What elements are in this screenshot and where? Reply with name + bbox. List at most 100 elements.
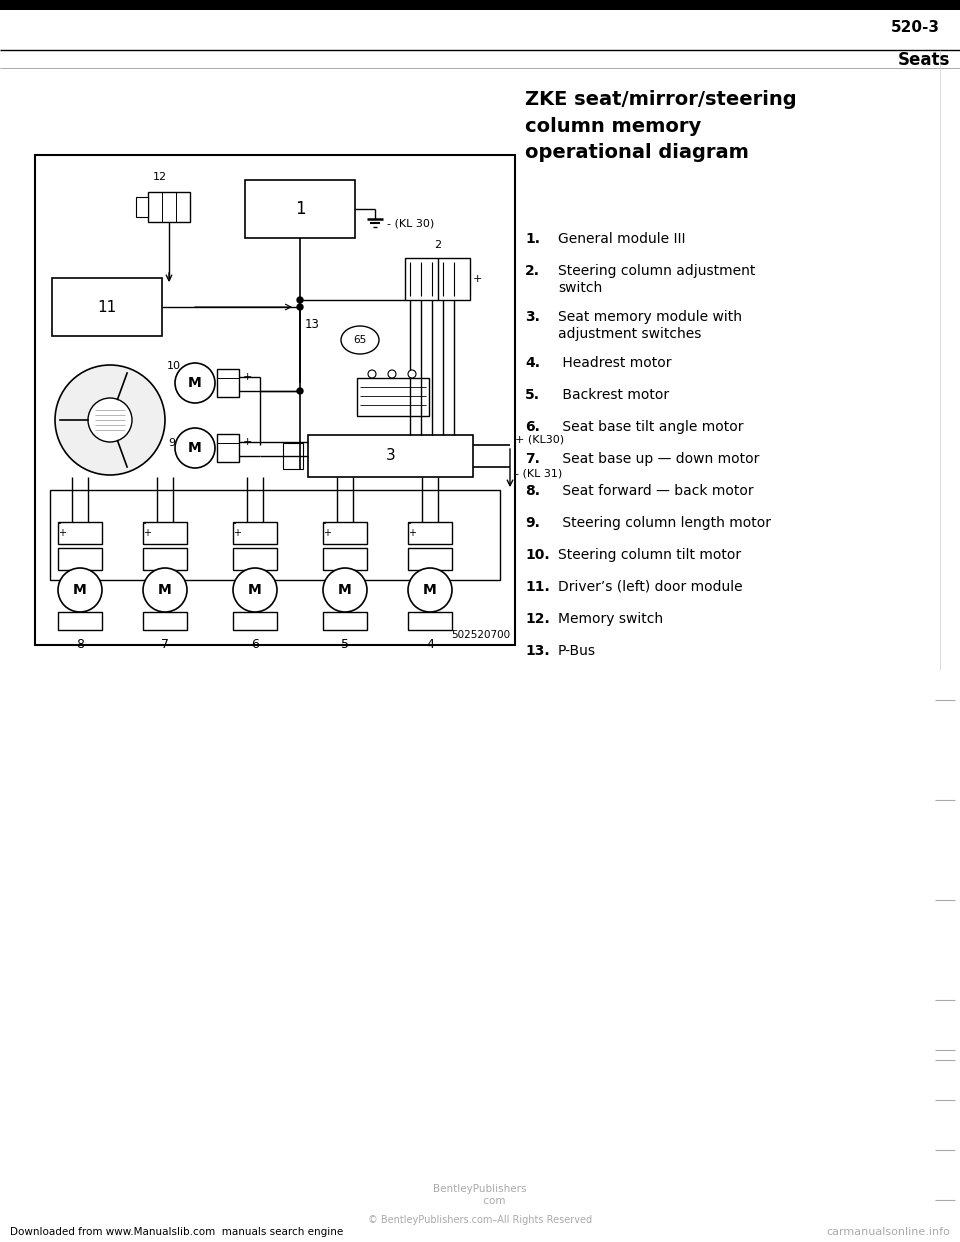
Text: 520-3: 520-3 [891, 21, 940, 36]
Text: Steering column length motor: Steering column length motor [558, 515, 771, 530]
Text: - (KL 31): - (KL 31) [515, 468, 563, 478]
Bar [233, 522, 277, 544]
Text: 3.: 3. [525, 310, 540, 324]
Bar [35, 155, 515, 645]
Circle shape [408, 370, 416, 378]
Bar [58, 522, 102, 544]
Circle shape [58, 568, 102, 612]
Text: Steering column tilt motor: Steering column tilt motor [558, 548, 741, 561]
Circle shape [388, 370, 396, 378]
Bar [58, 548, 102, 570]
Text: M: M [423, 582, 437, 597]
Circle shape [297, 304, 303, 310]
Text: Downloaded from www.Manualslib.com  manuals search engine: Downloaded from www.Manualslib.com manua… [10, 1227, 344, 1237]
Text: +: + [58, 528, 66, 538]
Text: -: - [243, 451, 247, 461]
Text: -: - [243, 386, 247, 396]
Circle shape [297, 388, 303, 394]
Text: Steering column adjustment
switch: Steering column adjustment switch [558, 265, 756, 294]
Text: Seat forward — back motor: Seat forward — back motor [558, 484, 754, 498]
Text: 502520700: 502520700 [451, 630, 510, 640]
Bar [283, 443, 303, 469]
Text: 7.: 7. [525, 452, 540, 466]
Text: 4: 4 [426, 638, 434, 651]
Text: ZKE seat/mirror/steering
column memory
operational diagram: ZKE seat/mirror/steering column memory o… [525, 89, 797, 161]
Text: 65: 65 [353, 335, 367, 345]
Bar [0, 0, 960, 10]
Bar [217, 433, 239, 462]
Text: 3: 3 [386, 448, 396, 463]
Text: 11.: 11. [525, 580, 550, 594]
Bar [143, 612, 187, 630]
Circle shape [368, 370, 376, 378]
Text: - (KL 30): - (KL 30) [387, 219, 434, 229]
Bar [136, 197, 148, 217]
Text: 4.: 4. [525, 356, 540, 370]
Bar [233, 548, 277, 570]
Text: -: - [58, 518, 61, 528]
Bar [58, 612, 102, 630]
Bar [357, 378, 429, 416]
Text: M: M [338, 582, 352, 597]
Bar [143, 548, 187, 570]
Bar [323, 522, 367, 544]
Text: 10: 10 [167, 361, 181, 371]
Bar [408, 522, 452, 544]
Text: 1: 1 [295, 200, 305, 219]
Text: 6.: 6. [525, 420, 540, 433]
Bar [323, 548, 367, 570]
Text: 6: 6 [252, 638, 259, 651]
Circle shape [408, 568, 452, 612]
Text: -: - [143, 518, 147, 528]
Text: 13: 13 [305, 318, 320, 332]
Text: 12: 12 [153, 171, 167, 183]
Bar [323, 612, 367, 630]
Bar [245, 180, 355, 238]
Text: Driver’s (left) door module: Driver’s (left) door module [558, 580, 743, 594]
Text: 13.: 13. [525, 645, 550, 658]
Text: Headrest motor: Headrest motor [558, 356, 671, 370]
Text: 9.: 9. [525, 515, 540, 530]
Text: +: + [143, 528, 151, 538]
Text: 12.: 12. [525, 612, 550, 626]
Circle shape [88, 397, 132, 442]
Text: + (KL30): + (KL30) [515, 435, 564, 445]
Text: +: + [243, 373, 252, 383]
Text: 5.: 5. [525, 388, 540, 402]
Text: +: + [233, 528, 241, 538]
Bar [408, 612, 452, 630]
Text: Backrest motor: Backrest motor [558, 388, 669, 402]
Text: +: + [473, 274, 482, 284]
Circle shape [55, 365, 165, 474]
Text: 7: 7 [161, 638, 169, 651]
Text: 2.: 2. [525, 265, 540, 278]
Bar [308, 435, 473, 477]
Text: 2: 2 [434, 240, 441, 250]
Circle shape [175, 428, 215, 468]
Text: P-Bus: P-Bus [558, 645, 596, 658]
Bar [217, 369, 239, 397]
Circle shape [175, 363, 215, 402]
Circle shape [323, 568, 367, 612]
Text: 8: 8 [76, 638, 84, 651]
Text: -: - [323, 518, 326, 528]
Text: M: M [188, 376, 202, 390]
Text: carmanualsonline.info: carmanualsonline.info [827, 1227, 950, 1237]
Bar [143, 522, 187, 544]
Bar [408, 548, 452, 570]
Text: General module III: General module III [558, 232, 685, 246]
Bar [148, 193, 190, 222]
Ellipse shape [341, 325, 379, 354]
Text: M: M [73, 582, 86, 597]
Text: +: + [323, 528, 331, 538]
Text: 11: 11 [97, 299, 116, 314]
Bar [52, 278, 162, 337]
Text: © BentleyPublishers.com–All Rights Reserved: © BentleyPublishers.com–All Rights Reser… [368, 1215, 592, 1225]
Circle shape [143, 568, 187, 612]
Circle shape [233, 568, 277, 612]
Text: +: + [243, 437, 252, 447]
Text: Seat base tilt angle motor: Seat base tilt angle motor [558, 420, 743, 433]
Circle shape [297, 297, 303, 303]
Bar [405, 258, 470, 301]
Text: Memory switch: Memory switch [558, 612, 663, 626]
